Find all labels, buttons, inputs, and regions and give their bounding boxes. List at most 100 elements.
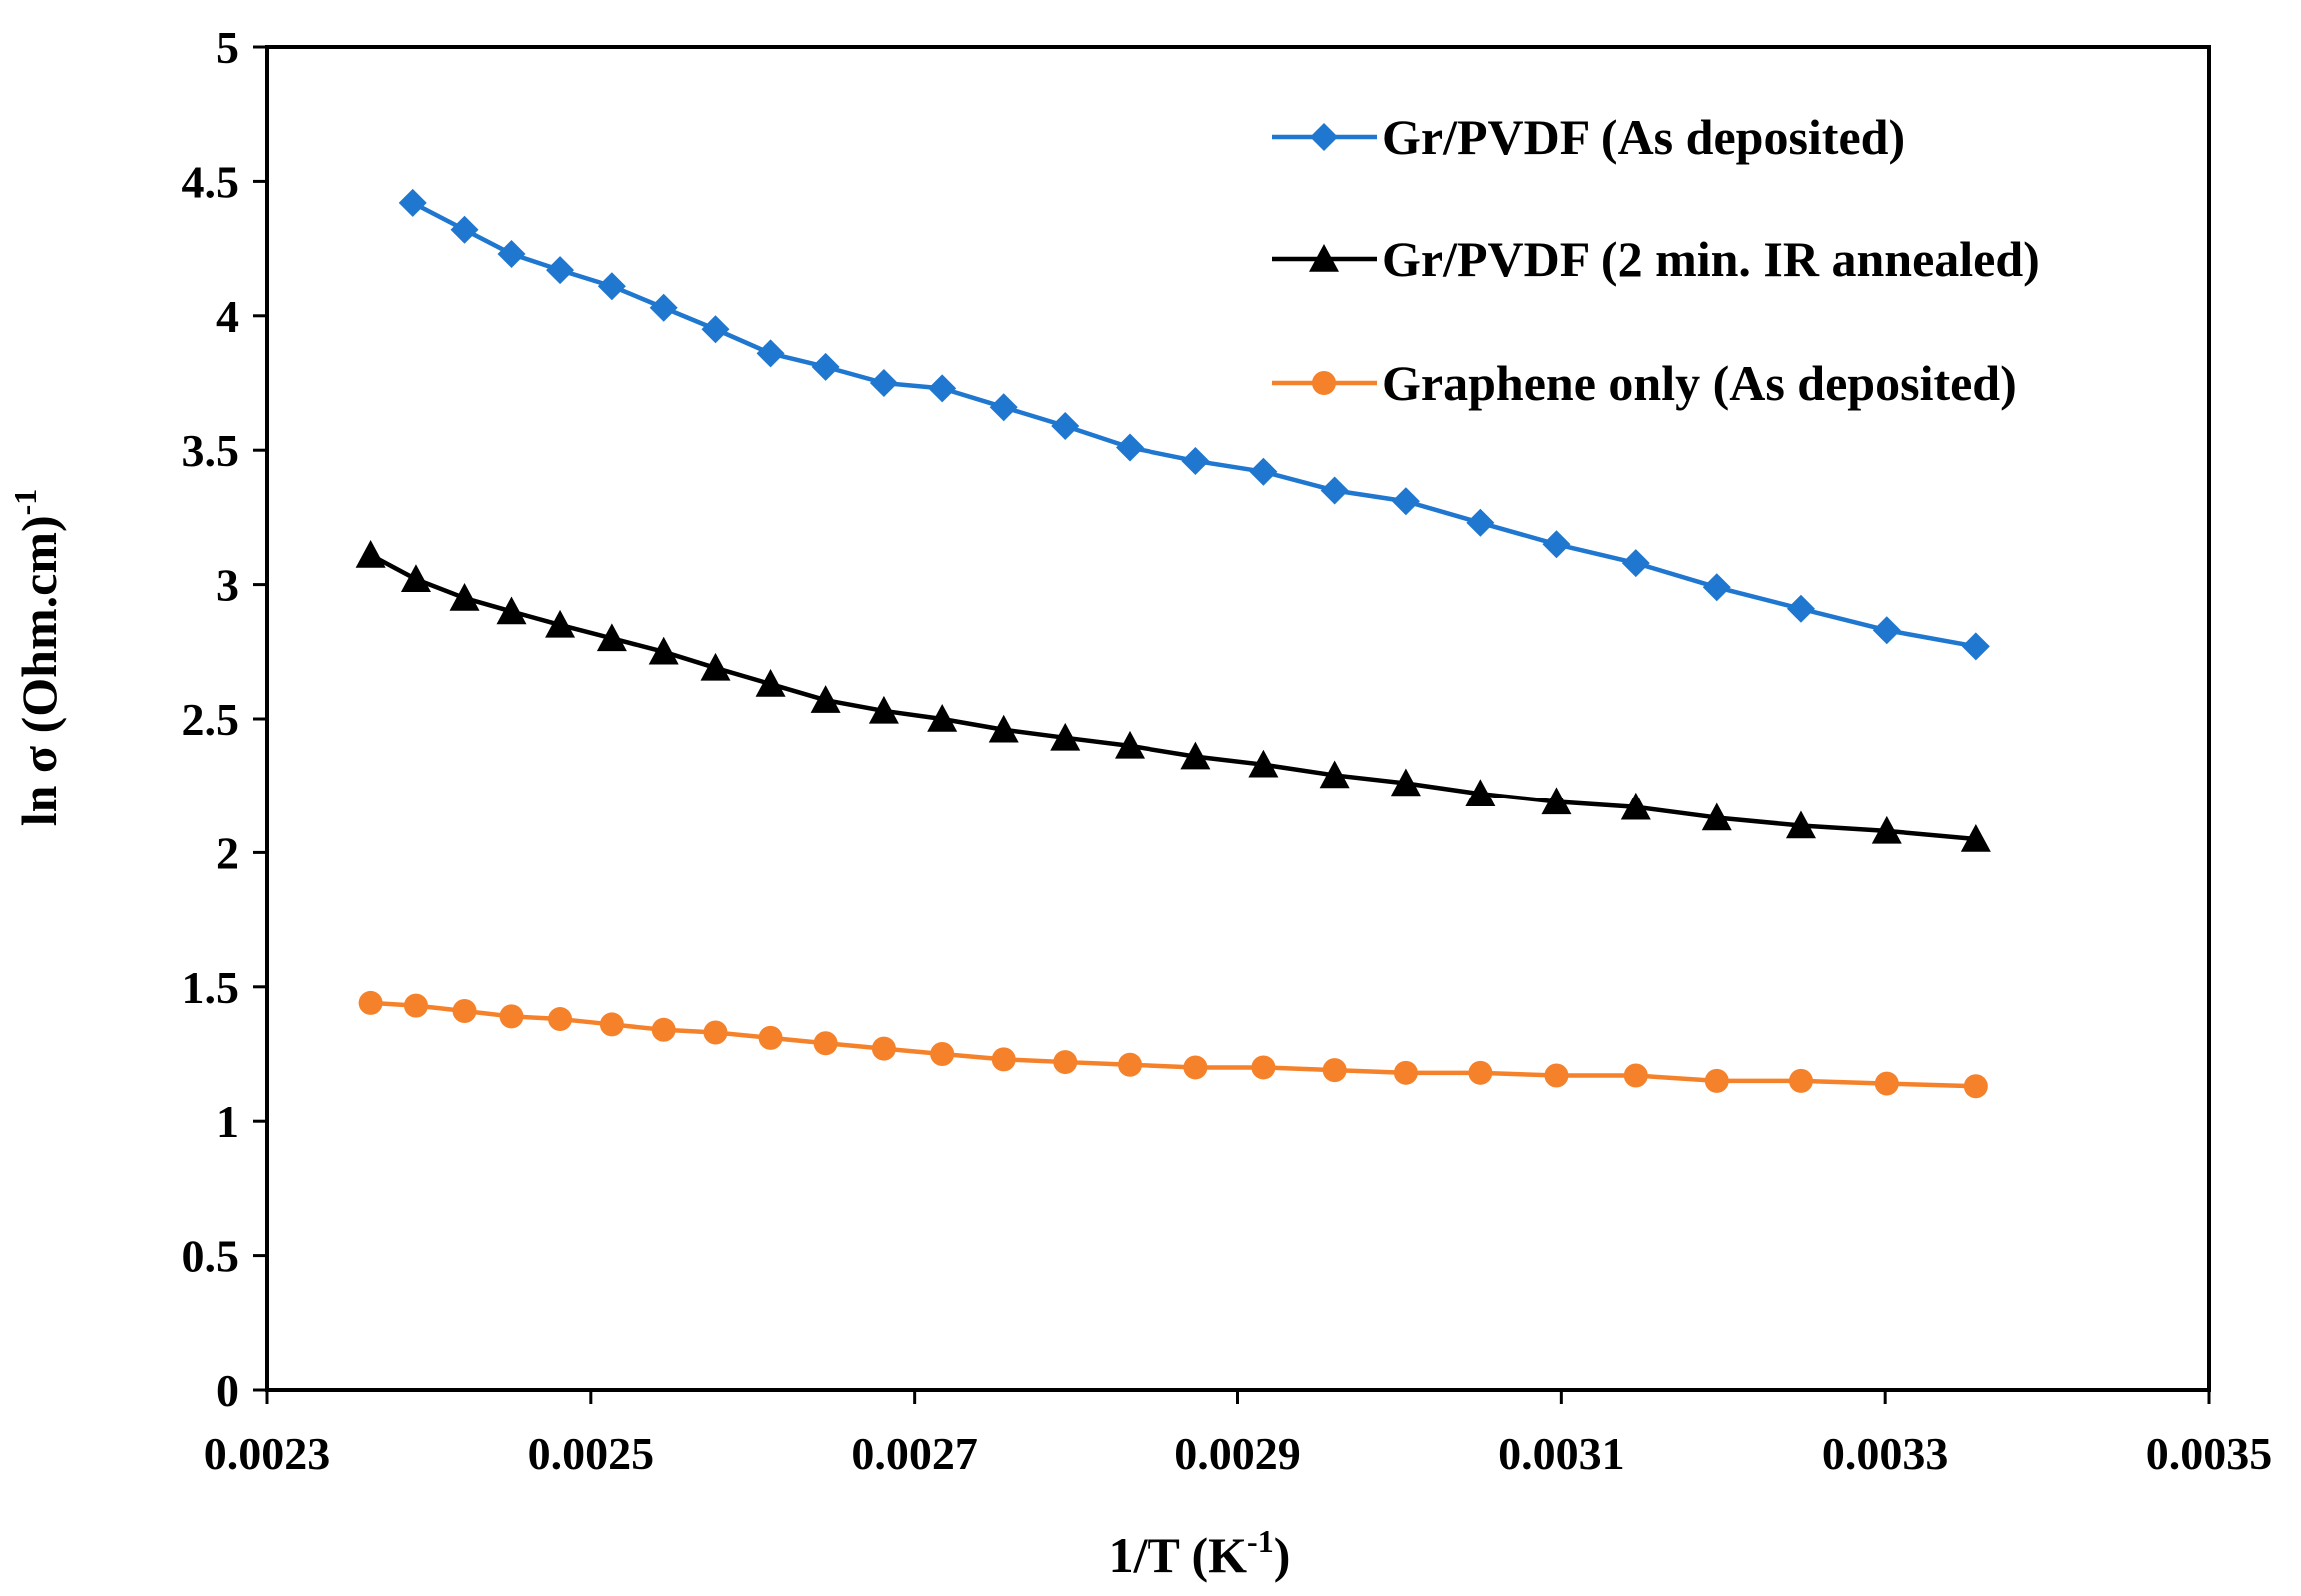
data-point-gr-pvdf-2-min-ir-annealed [355,540,386,568]
data-point-graphene-only-as-deposited [1322,1058,1347,1083]
data-point-graphene-only-as-deposited [452,998,477,1023]
series-graphene-only-as-deposited [358,990,1988,1099]
data-point-gr-pvdf-2-min-ir-annealed [1390,768,1421,797]
data-point-gr-pvdf-as-deposited [1702,573,1731,602]
data-point-gr-pvdf-2-min-ir-annealed [755,669,786,697]
y-tick-label: 0.5 [182,1231,240,1282]
data-point-graphene-only-as-deposited [1788,1068,1813,1093]
data-point-gr-pvdf-as-deposited [597,272,626,301]
legend-label: Gr/PVDF (2 min. IR annealed) [1382,231,2040,287]
data-point-gr-pvdf-2-min-ir-annealed [400,564,431,592]
data-point-gr-pvdf-as-deposited [497,239,526,268]
data-point-gr-pvdf-2-min-ir-annealed [1050,722,1081,751]
y-tick-label: 3 [216,560,239,611]
data-point-gr-pvdf-2-min-ir-annealed [496,596,527,625]
data-point-gr-pvdf-2-min-ir-annealed [1115,730,1146,759]
data-point-graphene-only-as-deposited [1963,1074,1988,1099]
data-point-graphene-only-as-deposited [1251,1055,1276,1080]
legend-item-graphene-only-as-deposited: Graphene only (As deposited) [1272,355,2017,411]
data-point-gr-pvdf-as-deposited [1391,487,1420,516]
data-point-graphene-only-as-deposited [1623,1063,1648,1088]
data-point-graphene-only-as-deposited [1544,1063,1569,1088]
data-point-graphene-only-as-deposited [548,1007,573,1032]
data-point-gr-pvdf-2-min-ir-annealed [1319,760,1350,789]
data-point-gr-pvdf-as-deposited [1466,508,1495,537]
data-point-gr-pvdf-as-deposited [869,369,898,397]
y-axis-title-main: ln σ (Ohm.cm) [11,515,67,826]
x-tick-label: 0.0031 [1498,1428,1625,1479]
y-tick-label: 5 [216,22,239,73]
x-tick-label: 0.0025 [528,1428,655,1479]
data-point-gr-pvdf-as-deposited [756,339,785,368]
x-tick-label: 0.0033 [1822,1428,1949,1479]
legend-swatch-marker [1312,371,1336,395]
data-point-gr-pvdf-2-min-ir-annealed [1701,802,1732,831]
data-point-graphene-only-as-deposited [703,1020,728,1045]
data-point-gr-pvdf-2-min-ir-annealed [449,583,480,611]
data-point-gr-pvdf-2-min-ir-annealed [1541,787,1572,815]
legend-label: Graphene only (As deposited) [1382,355,2017,411]
series-gr-pvdf-as-deposited [398,188,1990,661]
legend-label: Gr/PVDF (As deposited) [1382,109,1905,165]
data-point-gr-pvdf-2-min-ir-annealed [1960,823,1991,852]
y-axis-title-sup: -1 [7,489,43,516]
data-point-gr-pvdf-2-min-ir-annealed [1785,810,1816,839]
y-tick-label: 4 [216,291,239,342]
x-axis-title-tail: ) [1274,1527,1291,1583]
series-layer [355,188,1991,1099]
data-point-graphene-only-as-deposited [651,1017,676,1042]
data-point-gr-pvdf-as-deposited [1320,476,1349,505]
data-point-graphene-only-as-deposited [1704,1068,1729,1093]
data-point-gr-pvdf-as-deposited [1249,457,1278,486]
data-point-gr-pvdf-as-deposited [1181,446,1210,475]
y-tick-label: 3.5 [182,425,240,476]
x-axis-title: 1/T (K-1) [1109,1523,1291,1583]
data-point-graphene-only-as-deposited [403,993,428,1018]
data-point-graphene-only-as-deposited [1183,1055,1208,1080]
data-point-gr-pvdf-2-min-ir-annealed [868,695,899,724]
data-point-graphene-only-as-deposited [1393,1060,1418,1085]
x-axis-title-main: 1/T (K [1109,1527,1247,1583]
data-point-graphene-only-as-deposited [813,1031,838,1056]
data-point-graphene-only-as-deposited [358,990,383,1015]
data-point-gr-pvdf-as-deposited [1961,632,1990,661]
y-axis-ticks: 0 0.5 1 1.5 2 2.5 3 3.5 4 4.5 5 [182,22,267,1416]
data-point-graphene-only-as-deposited [599,1012,624,1037]
data-point-gr-pvdf-2-min-ir-annealed [1620,792,1651,820]
data-point-gr-pvdf-as-deposited [450,215,479,244]
y-tick-label: 0 [216,1365,239,1416]
data-point-gr-pvdf-as-deposited [701,315,730,344]
data-point-graphene-only-as-deposited [930,1042,955,1066]
data-point-gr-pvdf-as-deposited [1786,594,1815,623]
data-point-gr-pvdf-as-deposited [928,374,957,403]
data-point-gr-pvdf-as-deposited [811,352,840,381]
y-tick-label: 1 [216,1096,239,1147]
data-point-graphene-only-as-deposited [1468,1060,1493,1085]
data-point-gr-pvdf-as-deposited [546,256,575,285]
data-point-gr-pvdf-as-deposited [1621,549,1650,578]
data-point-gr-pvdf-2-min-ir-annealed [810,685,841,713]
data-point-gr-pvdf-2-min-ir-annealed [596,623,627,652]
legend-swatch-marker [1309,244,1339,272]
data-point-graphene-only-as-deposited [499,1004,524,1029]
data-point-gr-pvdf-2-min-ir-annealed [927,704,958,732]
y-tick-label: 2 [216,827,239,878]
data-point-gr-pvdf-as-deposited [1542,530,1571,559]
data-point-gr-pvdf-2-min-ir-annealed [700,652,731,681]
data-point-gr-pvdf-as-deposited [1872,616,1901,645]
data-point-gr-pvdf-2-min-ir-annealed [1248,749,1279,778]
data-point-gr-pvdf-2-min-ir-annealed [1871,815,1902,844]
y-tick-label: 1.5 [182,962,240,1013]
x-tick-label: 0.0027 [851,1428,978,1479]
legend: Gr/PVDF (As deposited) Gr/PVDF (2 min. IR… [1272,109,2040,411]
data-point-gr-pvdf-2-min-ir-annealed [1180,741,1211,770]
data-point-gr-pvdf-as-deposited [1116,433,1145,462]
data-point-graphene-only-as-deposited [758,1025,783,1050]
data-point-graphene-only-as-deposited [1118,1052,1143,1077]
y-tick-label: 4.5 [182,156,240,207]
data-point-graphene-only-as-deposited [991,1047,1016,1072]
data-point-gr-pvdf-as-deposited [398,188,427,217]
data-point-gr-pvdf-2-min-ir-annealed [1465,779,1496,807]
